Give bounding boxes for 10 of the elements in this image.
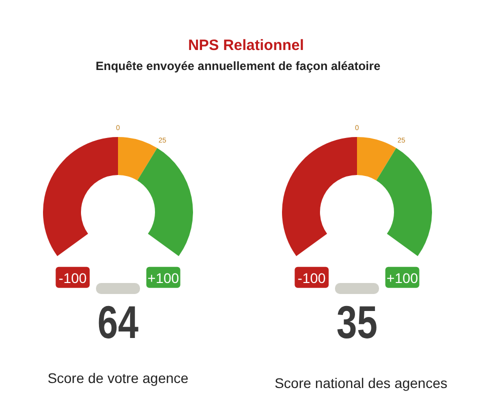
text: Score de votre agence [48,370,189,386]
text: 35 [336,296,378,348]
text: -100 [298,270,326,286]
text: NPS Relationnel [188,37,304,54]
text: Enquête envoyée annuellement de façon aléatoire [96,59,381,73]
text: +100 [386,270,418,286]
text: Score national des agences [274,375,448,391]
text: 64 [98,296,138,348]
text: +100 [148,270,180,286]
text: -100 [58,270,87,286]
